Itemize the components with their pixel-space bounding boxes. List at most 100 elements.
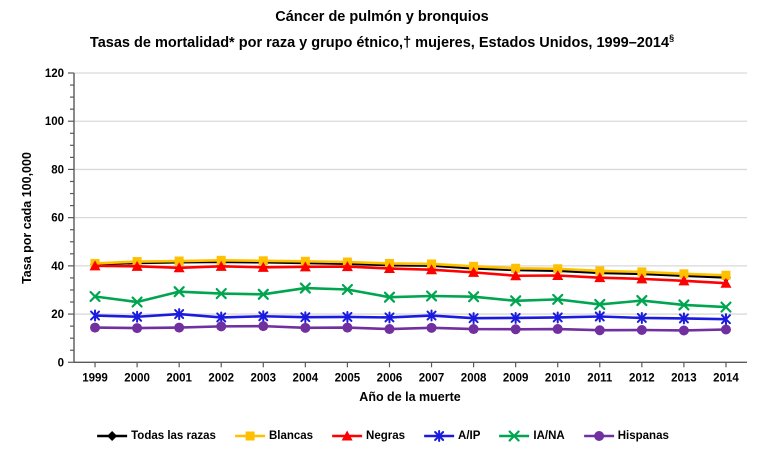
legend: Todas las razas Blancas Negras A/IP IA/NA His…	[95, 429, 669, 443]
legend-swatch-diamond-icon	[97, 431, 128, 441]
legend-label: Blancas	[268, 430, 314, 442]
circle-marker-icon	[593, 431, 604, 441]
asterisk-marker-icon	[342, 310, 353, 323]
legend-item-a-ip: A/IP	[422, 429, 480, 443]
legend-swatch-circle-icon	[583, 431, 614, 441]
circle-marker-icon	[636, 324, 647, 335]
triangle-marker-icon	[426, 264, 438, 275]
series-line-hispanas	[95, 324, 726, 332]
asterisk-marker-icon	[90, 309, 101, 322]
triangle-marker-icon	[468, 266, 480, 277]
circle-marker-icon	[468, 324, 479, 335]
y-tick-label: 0	[58, 357, 64, 369]
x-tick-label: 2000	[124, 372, 150, 384]
x-marker-icon	[425, 290, 438, 302]
triangle-marker-icon	[131, 260, 143, 271]
square-marker-icon	[216, 255, 226, 265]
y-tick-label: 120	[45, 68, 64, 80]
legend-label: A/IP	[458, 430, 481, 442]
legend-swatch-triangle-icon	[332, 430, 363, 441]
x-marker-icon	[678, 299, 690, 311]
x-tick-label: 2011	[587, 372, 613, 384]
circle-marker-icon	[132, 323, 143, 334]
asterisk-marker-icon	[594, 310, 605, 323]
legend-item-todas-las-razas: Todas las razas	[95, 429, 216, 443]
triangle-marker-icon	[341, 430, 353, 441]
circle-marker-icon	[342, 322, 353, 333]
triangle-marker-icon	[173, 262, 185, 273]
legend-swatch-x-icon	[499, 430, 530, 442]
asterisk-marker-icon	[384, 311, 395, 324]
diamond-marker-icon	[107, 431, 118, 441]
asterisk-marker-icon	[510, 311, 521, 324]
square-marker-icon	[300, 256, 310, 266]
legend-swatch-asterisk-icon	[424, 430, 455, 442]
y-tick-label: 40	[51, 261, 64, 273]
square-marker-icon	[553, 264, 563, 274]
legend-swatch-square-icon	[234, 431, 265, 441]
series-line-a-ip	[94, 312, 726, 321]
legend-item-hispanas: Hispanas	[582, 429, 669, 443]
x-marker-icon	[383, 291, 396, 303]
x-tick-label: 2010	[545, 372, 571, 384]
triangle-marker-icon	[720, 277, 732, 288]
x-tick-label: 2003	[250, 372, 276, 384]
x-marker-icon	[299, 282, 311, 294]
x-marker-icon	[89, 290, 101, 303]
x-tick-label: 2001	[166, 372, 192, 384]
x-tick-label: 2012	[629, 372, 655, 384]
x-marker-icon	[173, 286, 185, 298]
y-tick-label: 100	[45, 116, 64, 128]
circle-marker-icon	[594, 325, 605, 336]
x-axis-title: Año de la muerte	[359, 390, 461, 404]
x-marker-icon	[257, 288, 269, 300]
series-negras	[89, 260, 732, 288]
triangle-marker-icon	[636, 273, 648, 284]
circle-marker-icon	[426, 322, 437, 333]
x-tick-label: 2008	[461, 372, 487, 384]
square-marker-icon	[245, 431, 255, 441]
triangle-marker-icon	[383, 263, 395, 274]
asterisk-marker-icon	[636, 311, 647, 324]
x-marker-icon	[594, 298, 606, 311]
x-tick-label: 1999	[82, 372, 108, 384]
triangle-marker-icon	[594, 272, 606, 283]
square-marker-icon	[679, 269, 689, 279]
x-marker-icon	[720, 301, 732, 313]
triangle-marker-icon	[215, 260, 227, 271]
legend-item-ia-na: IA/NA	[497, 429, 565, 443]
chart-title: Cáncer de pulmón y bronquios Tasas de mo…	[0, 7, 764, 54]
title-footnote-marker: §	[669, 33, 675, 43]
legend-item-blancas: Blancas	[233, 429, 313, 443]
square-marker-icon	[721, 270, 731, 280]
circle-marker-icon	[510, 324, 521, 335]
asterisk-marker-icon	[174, 308, 185, 321]
y-tick-label: 60	[51, 213, 64, 225]
triangle-marker-icon	[341, 261, 353, 272]
series-line-ia-na	[94, 286, 727, 309]
chart-title-line1: Cáncer de pulmón y bronquios	[275, 9, 489, 25]
y-tick-label: 20	[51, 309, 64, 321]
triangle-marker-icon	[552, 270, 564, 281]
series-hispanas	[90, 321, 731, 336]
legend-label: Hispanas	[617, 430, 669, 442]
circle-marker-icon	[552, 324, 563, 335]
x-tick-label: 2013	[671, 372, 697, 384]
x-marker-icon	[636, 294, 648, 307]
x-marker-icon	[341, 283, 354, 296]
x-tick-label: 2009	[503, 372, 529, 384]
x-tick-label: 2002	[208, 372, 234, 384]
circle-marker-icon	[678, 325, 689, 336]
asterisk-marker-icon	[216, 311, 227, 324]
triangle-marker-icon	[299, 261, 311, 272]
asterisk-marker-icon	[300, 311, 311, 324]
square-marker-icon	[469, 261, 479, 271]
x-marker-icon	[215, 287, 227, 300]
triangle-marker-icon	[257, 261, 269, 272]
asterisk-marker-icon	[426, 309, 437, 322]
asterisk-marker-icon	[720, 313, 731, 326]
series-line-todas-las-razas	[94, 260, 727, 279]
square-marker-icon	[258, 256, 268, 266]
